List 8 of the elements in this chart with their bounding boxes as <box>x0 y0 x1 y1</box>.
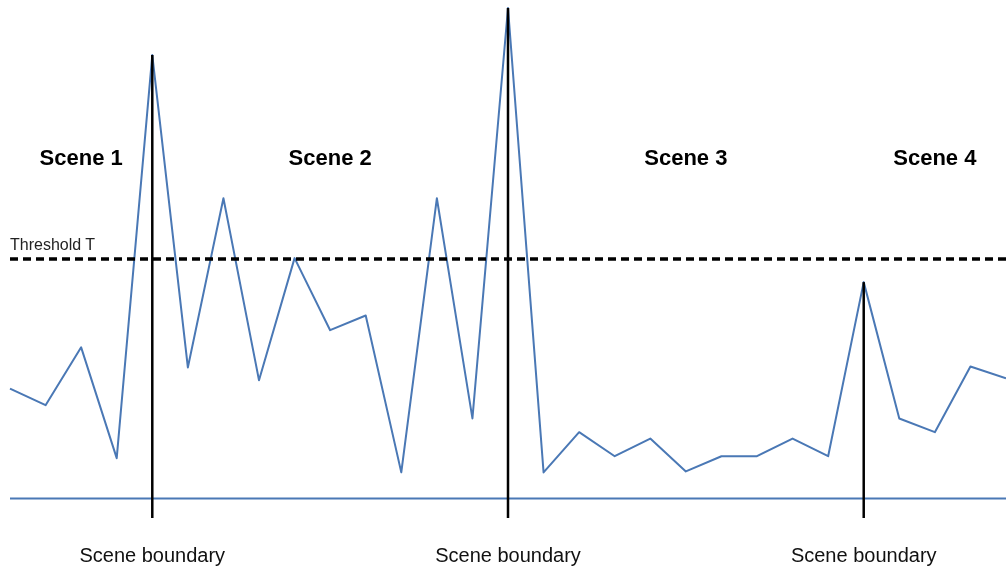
annotation: Scene 1 <box>39 144 123 170</box>
ref-line-label: Threshold T <box>10 236 96 254</box>
text: Scene boundary <box>435 544 581 566</box>
annotation: Scene 3 <box>644 144 728 170</box>
text: Scene boundary <box>79 544 226 566</box>
annotation: Scene 4 <box>893 144 978 170</box>
text: Scene boundary <box>790 544 937 566</box>
annotation: Scene 2 <box>288 144 372 170</box>
